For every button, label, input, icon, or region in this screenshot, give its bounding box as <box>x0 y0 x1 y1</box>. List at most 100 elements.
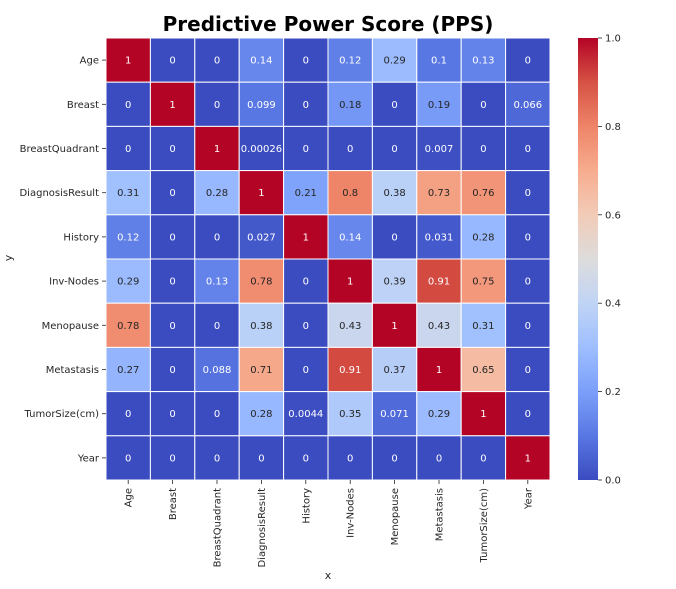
colorbar-tick-label: 1.0 <box>605 34 621 45</box>
heatmap-cell <box>416 125 462 172</box>
heatmap-cell <box>283 214 329 260</box>
cell-value-label: 0 <box>214 321 220 332</box>
cell-value-label: 1 <box>214 144 220 155</box>
heatmap-cell <box>460 81 507 127</box>
heatmap-cell <box>194 125 240 172</box>
cell-value-label: 0 <box>125 409 131 420</box>
heatmap-cell <box>460 125 507 172</box>
x-tick-label: Breast <box>168 488 179 520</box>
cell-value-label: 0.8 <box>342 188 358 199</box>
cell-value-label: 0.007 <box>425 144 454 155</box>
heatmap-cell <box>149 125 196 172</box>
heatmap-cell <box>505 391 551 437</box>
heatmap-cell <box>505 346 551 393</box>
heatmap-cells <box>105 37 551 481</box>
cell-value-label: 0 <box>391 144 397 155</box>
heatmap-cell <box>505 302 551 348</box>
y-tick-label: Menopause <box>42 321 99 332</box>
heatmap-cell <box>505 125 551 172</box>
cell-value-label: 0 <box>303 277 309 288</box>
cell-value-label: 0.1 <box>431 56 447 67</box>
heatmap-cell <box>460 170 507 216</box>
heatmap-cell <box>505 81 551 127</box>
cell-value-label: 0 <box>525 321 531 332</box>
cell-value-label: 0 <box>525 409 531 420</box>
cell-value-label: 0.27 <box>117 365 139 376</box>
x-tick-label: Year <box>523 487 534 510</box>
colorbar-tick-label: 0.8 <box>605 122 621 133</box>
cell-value-label: 0.29 <box>383 56 405 67</box>
heatmap-cell <box>371 346 418 393</box>
heatmap-cell <box>283 435 329 481</box>
x-axis-label: x <box>325 569 332 582</box>
cell-value-label: 0.37 <box>383 365 405 376</box>
cell-value-label: 1 <box>303 232 309 243</box>
cell-value-label: 0.39 <box>383 277 405 288</box>
cell-value-label: 0.088 <box>203 365 232 376</box>
heatmap-cell <box>327 170 373 216</box>
heatmap-cell <box>416 81 462 127</box>
cell-value-label: 0 <box>214 409 220 420</box>
heatmap-cell <box>327 37 373 83</box>
cell-value-label: 0 <box>169 56 175 67</box>
cell-value-label: 0.12 <box>117 232 139 243</box>
heatmap-cell <box>327 435 373 481</box>
heatmap-cell <box>105 302 151 348</box>
cell-value-label: 0 <box>347 453 353 464</box>
cell-value-label: 0 <box>258 453 264 464</box>
heatmap-cell <box>416 37 462 83</box>
cell-value-label: 0.65 <box>472 365 494 376</box>
x-tick-label: Inv-Nodes <box>346 488 357 538</box>
heatmap-cell <box>327 81 373 127</box>
cell-value-label: 0.43 <box>428 321 450 332</box>
cell-value-label: 0.71 <box>250 365 272 376</box>
cell-value-label: 0 <box>303 144 309 155</box>
heatmap-cell <box>283 258 329 304</box>
cell-value-label: 1 <box>125 56 131 67</box>
heatmap-cell <box>505 435 551 481</box>
cell-value-label: 0 <box>169 277 175 288</box>
cell-value-label: 0 <box>169 321 175 332</box>
heatmap-cell <box>505 37 551 83</box>
heatmap-cell <box>105 170 151 216</box>
cell-value-label: 0.28 <box>206 188 228 199</box>
cell-value-label: 0.29 <box>428 409 450 420</box>
colorbar-ticks: 0.0 0.2 0.4 0.6 0.8 1.0 <box>598 34 621 487</box>
x-tick-label: TumorSize(cm) <box>479 488 490 564</box>
cell-value-label: 0.19 <box>428 100 450 111</box>
cell-value-label: 0.91 <box>428 277 450 288</box>
heatmap-cell <box>238 81 285 127</box>
y-axis-label: y <box>2 254 15 261</box>
heatmap-cell <box>105 37 151 83</box>
heatmap-cell <box>105 435 151 481</box>
heatmap-cell <box>371 81 418 127</box>
heatmap-cell <box>194 214 240 260</box>
x-tick-label: DiagnosisResult <box>257 488 268 568</box>
cell-value-label: 0 <box>391 100 397 111</box>
y-tick-label: Breast <box>67 100 99 111</box>
heatmap-cell <box>149 391 196 437</box>
x-tick-label: Menopause <box>390 488 401 545</box>
cell-value-label: 0 <box>169 232 175 243</box>
y-tick-label: TumorSize(cm) <box>24 409 100 420</box>
y-tick-label: DiagnosisResult <box>19 188 99 199</box>
heatmap-cell <box>238 346 285 393</box>
cell-value-label: 1 <box>391 321 397 332</box>
cell-value-label: 0.76 <box>472 188 494 199</box>
colorbar-tick-label: 0.4 <box>605 299 621 310</box>
cell-value-label: 0 <box>525 144 531 155</box>
heatmap-cell <box>460 346 507 393</box>
cell-value-label: 0.28 <box>250 409 272 420</box>
cell-value-label: 0 <box>480 453 486 464</box>
cell-value-label: 0 <box>525 277 531 288</box>
cell-value-label: 0.78 <box>117 321 139 332</box>
cell-value-label: 0 <box>214 100 220 111</box>
cell-value-label: 0 <box>303 321 309 332</box>
cell-value-label: 0 <box>525 232 531 243</box>
heatmap-cell <box>371 170 418 216</box>
heatmap-cell <box>460 214 507 260</box>
x-axis-ticks: Age Breast BreastQuadrant DiagnosisResult Hi… <box>124 480 534 568</box>
cell-value-label: 0 <box>214 56 220 67</box>
cell-value-label: 0 <box>169 365 175 376</box>
